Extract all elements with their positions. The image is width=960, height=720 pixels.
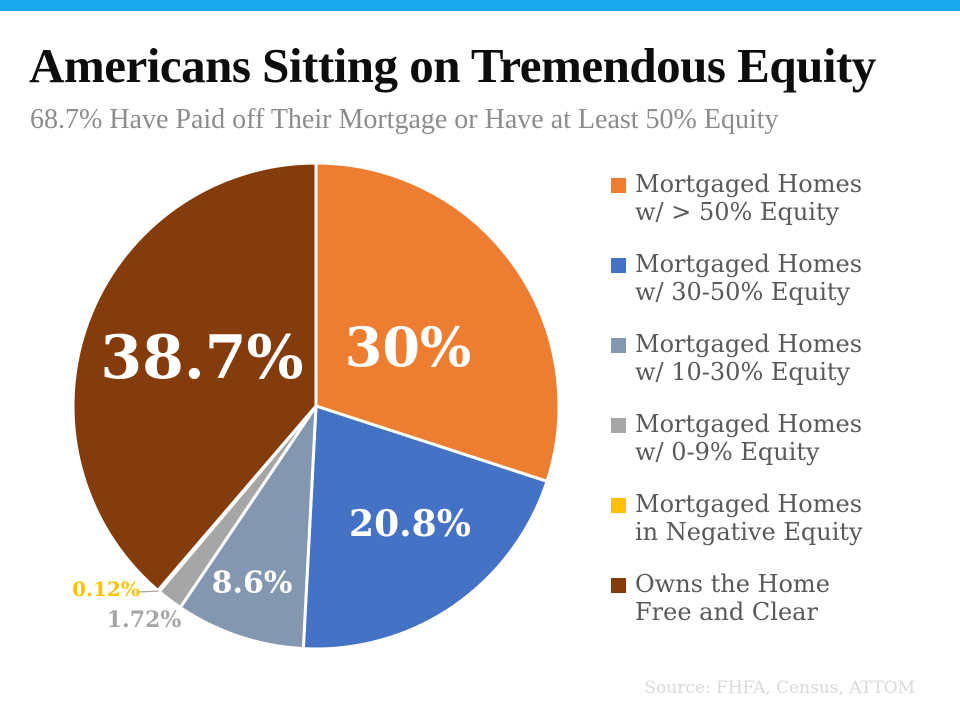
legend-label: Mortgaged Homes w/ 10-30% Equity [635,330,863,386]
legend-item: Mortgaged Homes w/ 0-9% Equity [611,410,951,466]
page-subtitle: 68.7% Have Paid off Their Mortgage or Ha… [30,104,779,135]
legend-label: Mortgaged Homes w/ 0-9% Equity [635,410,863,466]
chart-legend: Mortgaged Homes w/ > 50% Equity Mortgaged … [611,170,951,650]
legend-item: Mortgaged Homes in Negative Equity [611,490,951,546]
pie-data-label: 30% [345,315,471,379]
pie-data-label: 38.7% [100,323,303,393]
pie-data-label: 8.6% [212,566,293,601]
legend-item: Owns the Home Free and Clear [611,570,951,626]
legend-item: Mortgaged Homes w/ 30-50% Equity [611,250,951,306]
pie-slice [301,404,549,651]
legend-swatch [611,258,626,273]
page-title: Americans Sitting on Tremendous Equity [29,38,876,93]
legend-swatch [611,178,626,193]
top-accent-bar [0,0,960,11]
legend-label: Owns the Home Free and Clear [635,570,830,626]
pie-slice [71,161,318,593]
pie-data-label: 1.72% [107,607,182,633]
pie-data-label: 0.12% [72,577,140,601]
legend-label: Mortgaged Homes in Negative Equity [635,490,863,546]
pie-slice [178,404,318,651]
legend-swatch [611,418,626,433]
pie-data-label: 20.8% [349,503,471,545]
legend-label: Mortgaged Homes w/ 30-50% Equity [635,250,863,306]
legend-label: Mortgaged Homes w/ > 50% Equity [635,170,863,226]
legend-swatch [611,578,626,593]
label-leader-line [136,590,159,593]
legend-item: Mortgaged Homes w/ > 50% Equity [611,170,951,226]
legend-swatch [611,338,626,353]
pie-slice [314,161,561,483]
source-note: Source: FHFA, Census, ATTOM [644,678,915,698]
legend-item: Mortgaged Homes w/ 10-30% Equity [611,330,951,386]
legend-swatch [611,498,626,513]
